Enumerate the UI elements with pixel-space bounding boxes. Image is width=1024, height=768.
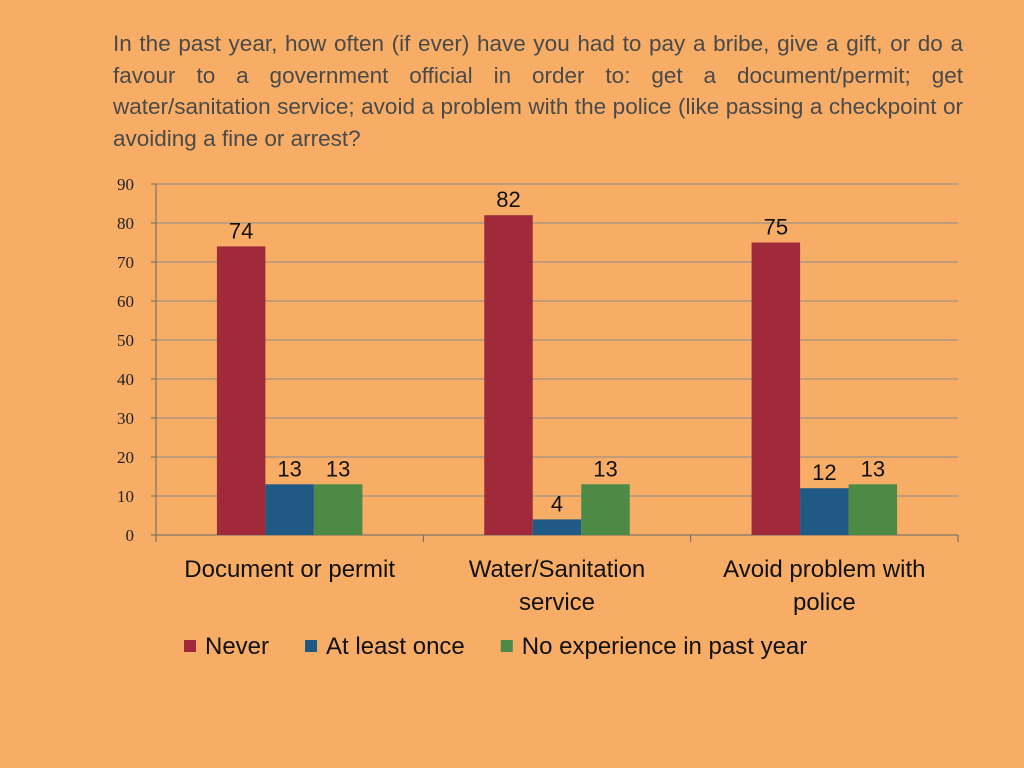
question-text: In the past year, how often (if ever) ha… [113, 31, 963, 151]
y-tick-label: 40 [117, 370, 134, 389]
bar [484, 215, 533, 535]
y-tick-label: 90 [117, 175, 134, 194]
category-label: Document or permit [184, 556, 395, 583]
bar [800, 488, 849, 535]
legend-label: At least once [326, 633, 465, 660]
bar [216, 246, 266, 535]
bar [751, 242, 801, 535]
bar [848, 484, 898, 535]
x-axis [155, 534, 959, 542]
data-label: 12 [812, 460, 836, 485]
legend-swatch [305, 640, 318, 652]
y-axis: 0 10 20 30 40 50 60 70 80 90 [117, 175, 157, 545]
legend-label: Never [205, 633, 269, 660]
bar [581, 484, 630, 535]
bar [532, 519, 582, 535]
data-label: 74 [229, 218, 253, 243]
legend-swatch [500, 640, 513, 652]
category-label: service [519, 589, 595, 616]
category-labels: Document or permit Water/Sanitation servic… [184, 556, 925, 616]
y-tick-label: 30 [117, 409, 134, 428]
bars [216, 215, 898, 535]
data-label: 13 [593, 456, 617, 481]
bar [313, 484, 363, 535]
data-label: 4 [551, 491, 563, 516]
legend-label: No experience in past year [522, 633, 808, 660]
data-labels: 74 13 13 82 4 13 75 12 13 [229, 187, 885, 516]
y-tick-label: 60 [117, 292, 134, 311]
data-label: 82 [496, 187, 520, 212]
y-tick-label: 70 [117, 253, 134, 272]
data-label: 75 [764, 215, 788, 240]
data-label: 13 [326, 456, 350, 481]
y-tick-label: 20 [117, 448, 134, 467]
bar [265, 484, 314, 535]
data-label: 13 [861, 456, 885, 481]
y-tick-label: 0 [126, 526, 135, 545]
category-label: Water/Sanitation [469, 556, 646, 583]
y-tick-label: 10 [117, 487, 134, 506]
data-label: 13 [277, 456, 301, 481]
legend: Never At least once No experience in past … [184, 633, 807, 660]
y-tick-label: 50 [117, 331, 134, 350]
legend-swatch [184, 640, 196, 652]
category-label: police [793, 589, 856, 616]
gridlines [156, 183, 958, 497]
category-label: Avoid problem with [723, 556, 925, 583]
y-tick-label: 80 [117, 214, 134, 233]
